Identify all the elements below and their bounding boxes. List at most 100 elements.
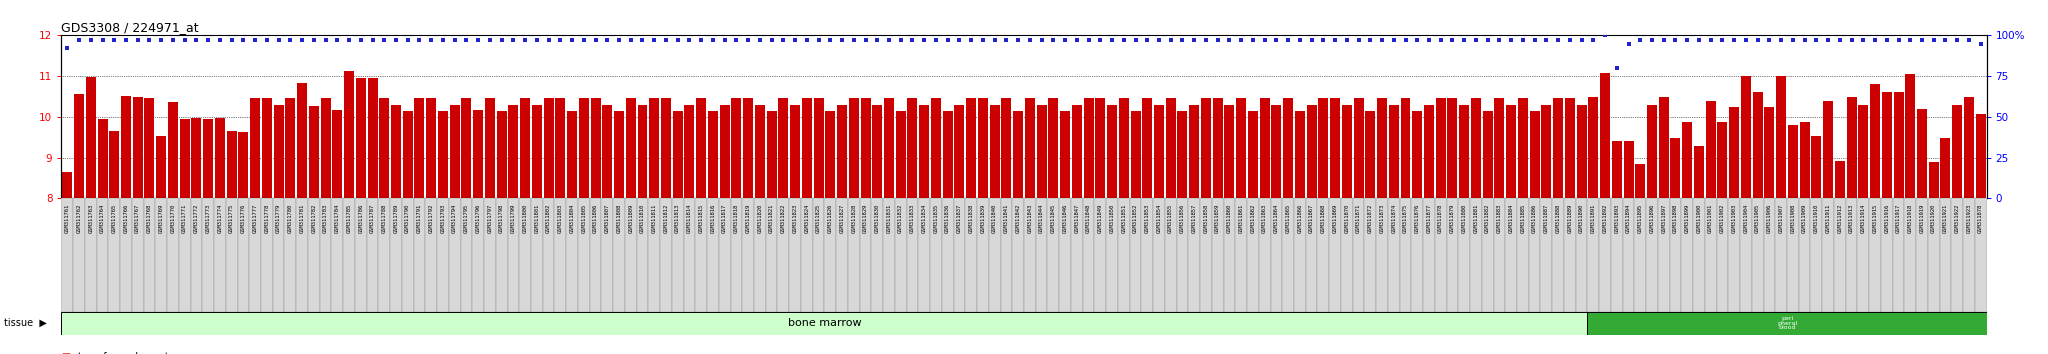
Point <box>86 38 119 43</box>
Point <box>1495 38 1528 43</box>
Bar <box>580 98 588 198</box>
Text: transformed count: transformed count <box>78 352 168 354</box>
Text: GSM311838: GSM311838 <box>969 204 973 233</box>
Bar <box>1741 76 1751 198</box>
Bar <box>791 105 801 198</box>
Point <box>555 38 588 43</box>
Bar <box>649 98 659 198</box>
Bar <box>709 111 719 198</box>
Text: GSM311828: GSM311828 <box>852 204 856 233</box>
Bar <box>1317 198 1329 312</box>
Bar <box>1436 198 1446 312</box>
Bar <box>662 98 672 198</box>
Text: GSM311794: GSM311794 <box>453 204 457 233</box>
Bar <box>1260 198 1270 312</box>
Bar <box>1939 198 1952 312</box>
Point <box>860 38 893 43</box>
Bar <box>483 198 496 312</box>
Bar <box>672 111 682 198</box>
Bar <box>1294 111 1305 198</box>
Point <box>133 38 166 43</box>
Point <box>942 38 975 43</box>
Bar <box>1493 198 1505 312</box>
Bar <box>1942 138 1950 198</box>
Bar <box>932 98 940 198</box>
Text: GSM311900: GSM311900 <box>1696 204 1702 233</box>
Text: GSM311806: GSM311806 <box>594 204 598 233</box>
Bar <box>1575 198 1587 312</box>
Bar <box>965 198 977 312</box>
Point <box>1096 38 1128 43</box>
Bar <box>1823 198 1833 312</box>
Bar <box>520 98 530 198</box>
Point <box>262 38 295 43</box>
Bar <box>1284 98 1292 198</box>
Bar <box>989 105 999 198</box>
Point <box>649 38 682 43</box>
Bar <box>297 83 307 198</box>
Bar <box>1341 105 1352 198</box>
Bar <box>403 111 414 198</box>
Text: GSM311823: GSM311823 <box>793 204 797 233</box>
Bar <box>1964 198 1974 312</box>
Point <box>743 38 776 43</box>
Bar <box>696 98 707 198</box>
Bar <box>1237 98 1245 198</box>
Point <box>461 38 494 43</box>
Bar <box>731 198 741 312</box>
Text: GSM311909: GSM311909 <box>1802 204 1806 233</box>
Bar <box>1952 105 1962 198</box>
Bar <box>1071 105 1081 198</box>
Text: GSM311768: GSM311768 <box>147 204 152 233</box>
Point <box>1753 38 1786 43</box>
Bar <box>215 118 225 198</box>
Point <box>498 38 530 43</box>
Text: GSM311764: GSM311764 <box>100 204 104 233</box>
Text: GSM311878: GSM311878 <box>1438 204 1444 233</box>
Text: GSM311918: GSM311918 <box>1909 204 1913 233</box>
Bar <box>1188 198 1200 312</box>
Text: GSM311919: GSM311919 <box>1919 204 1925 233</box>
Point <box>145 38 178 43</box>
Bar <box>156 136 166 198</box>
Bar <box>954 105 965 198</box>
Bar <box>1917 198 1927 312</box>
Bar <box>637 198 649 312</box>
Bar <box>1178 198 1188 312</box>
Text: GSM311804: GSM311804 <box>569 204 575 233</box>
Bar <box>1929 162 1939 198</box>
Text: tissue  ▶: tissue ▶ <box>4 318 47 328</box>
Bar <box>461 198 473 312</box>
Bar <box>1751 198 1763 312</box>
Bar <box>168 198 178 312</box>
Bar <box>98 119 106 198</box>
Point <box>602 38 635 43</box>
Bar <box>754 198 766 312</box>
Point <box>1470 38 1503 43</box>
Point <box>1083 38 1116 43</box>
Bar <box>1118 198 1130 312</box>
Bar <box>307 198 319 312</box>
Bar <box>555 98 565 198</box>
Point <box>426 38 459 43</box>
Point <box>391 38 424 43</box>
Point <box>1554 38 1587 43</box>
Text: GSM311906: GSM311906 <box>1767 204 1772 233</box>
Text: GSM311773: GSM311773 <box>205 204 211 233</box>
Bar <box>1341 198 1352 312</box>
Bar <box>1061 111 1069 198</box>
Text: GSM311915: GSM311915 <box>1872 204 1878 233</box>
Bar <box>86 77 96 198</box>
Bar <box>860 98 870 198</box>
Bar <box>1225 105 1235 198</box>
Point <box>1929 38 1962 43</box>
Text: GSM311895: GSM311895 <box>1638 204 1642 233</box>
Bar <box>1282 198 1294 312</box>
Text: GSM311898: GSM311898 <box>1673 204 1677 233</box>
Text: GSM311774: GSM311774 <box>217 204 223 233</box>
Text: GSM311821: GSM311821 <box>770 204 774 233</box>
Bar <box>1272 105 1282 198</box>
Bar <box>1071 198 1083 312</box>
Bar <box>1823 101 1833 198</box>
Bar <box>1036 105 1047 198</box>
